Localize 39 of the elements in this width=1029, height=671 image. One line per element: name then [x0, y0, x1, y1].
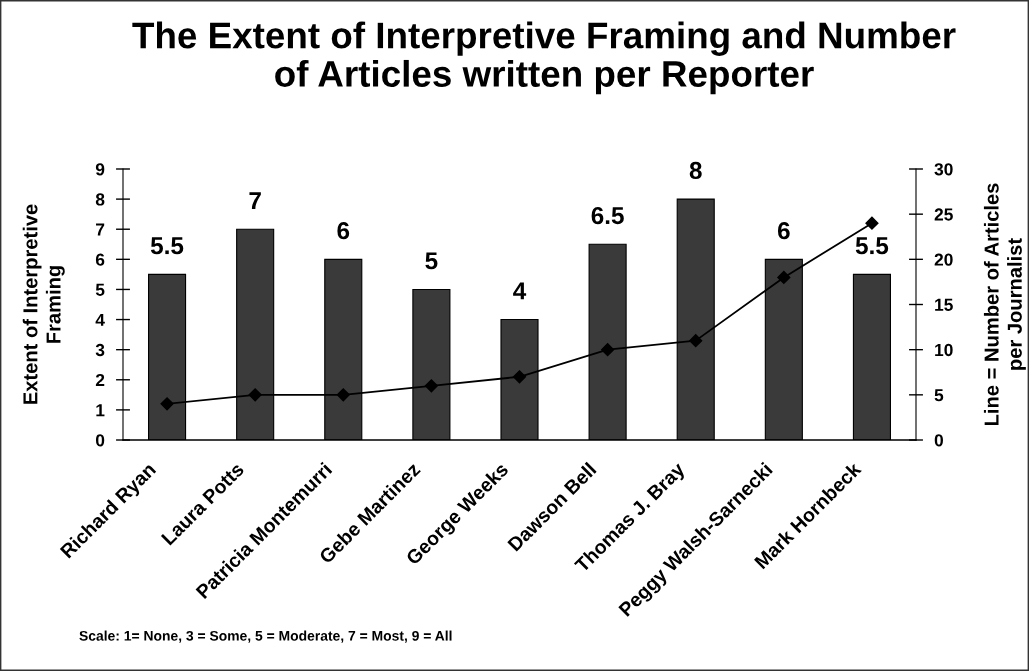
- data-label: 5: [425, 252, 438, 270]
- y-tick-label: 7: [96, 223, 105, 236]
- point: [777, 270, 791, 284]
- y-tick-label: 1: [96, 404, 105, 417]
- chart-title: The Extent of Interpretive Framing and Number of Articles written per Reporter: [132, 21, 956, 95]
- y-tick-label: 5: [95, 283, 105, 296]
- data-label: 7: [249, 192, 261, 209]
- data-label: 4: [513, 282, 527, 300]
- y2-tick-label: 10: [935, 343, 953, 357]
- y-tick-label: 8: [95, 193, 105, 206]
- data-label: 6.5: [591, 206, 624, 225]
- data-label: 5.5: [150, 237, 184, 255]
- y-axis-title: Extent of Interpretive Framing: [22, 204, 65, 404]
- y2-tick-label: 15: [935, 298, 953, 311]
- point: [248, 388, 262, 402]
- data-label: 5.5: [855, 237, 889, 255]
- y-tick-label: 9: [95, 163, 105, 176]
- data-label: 8: [689, 161, 702, 180]
- y-tick-label: 4: [95, 313, 105, 326]
- y-tick-label: 2: [95, 373, 105, 387]
- point: [865, 216, 879, 230]
- y-tick-label: 3: [95, 343, 105, 357]
- y2-tick-label: 0: [934, 434, 943, 447]
- point: [601, 343, 615, 357]
- data-label: 6: [777, 222, 790, 240]
- y2-tick-label: 30: [934, 163, 953, 176]
- text: Scale: 1= None, 3 = Some, 5 = Moderate, 7 = Most, 9 = All: [79, 630, 452, 643]
- point: [336, 388, 350, 402]
- y2-tick-label: 20: [934, 253, 953, 266]
- point: [424, 379, 438, 393]
- y2-axis-title: Line = Number of Articles per Journalist: [983, 183, 1026, 426]
- y2-tick-label: 25: [934, 208, 953, 221]
- point: [512, 370, 527, 384]
- y-tick-label: 0: [95, 434, 105, 447]
- point: [160, 397, 174, 411]
- point: [689, 334, 703, 348]
- y2-tick-label: 5: [934, 389, 944, 402]
- data-label: 6: [337, 222, 350, 240]
- y-tick-label: 6: [95, 253, 105, 266]
